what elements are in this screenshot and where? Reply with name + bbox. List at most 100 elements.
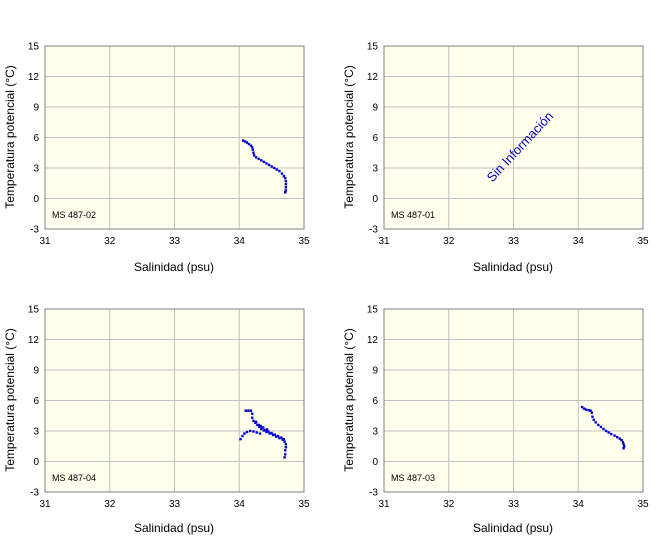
data-point [602,427,605,431]
data-point [284,443,288,446]
data-point [249,409,253,412]
data-point [613,434,616,437]
y-tick-label: -3 [369,225,378,236]
chart-panel-ms-487-02: 31 32 33 34 35 -3 0 3 6 9 12 15 MS 487-02 Salinidad … [0,0,334,275]
data-point [252,419,255,423]
data-point [244,409,247,412]
data-point [618,437,621,440]
data-point [284,180,288,183]
y-tick-label: 3 [33,427,39,438]
data-point [622,443,625,446]
data-point [281,438,284,441]
data-point [270,431,273,435]
data-point [265,162,268,165]
x-tick-label: 33 [169,236,181,247]
y-axis-title: Temperatura potencial (°C) [342,328,356,472]
data-point [610,432,613,436]
data-point [251,145,254,149]
data-point [254,420,258,424]
data-point [260,159,263,162]
station-label: MS 487-03 [391,473,435,483]
x-tick-label: 35 [637,236,649,247]
data-point [597,423,600,427]
y-tick-label: 6 [33,133,39,144]
x-tick-label: 35 [298,236,310,247]
data-point [599,425,603,429]
chart-panel-ms-487-04: 31 32 33 34 35 -3 0 3 6 9 12 15 MS 487-04 Salinidad … [0,263,334,536]
data-point [251,148,255,151]
data-point [265,430,268,434]
data-point [249,144,253,147]
x-axis-title: Salinidad (psu) [134,521,215,535]
data-point [283,456,286,459]
y-tick-label: 12 [367,72,379,83]
data-point [584,408,588,411]
y-tick-label: 0 [372,194,378,205]
data-point [271,433,275,437]
data-point [262,160,266,164]
data-point [243,140,247,143]
data-point [255,431,258,434]
data-point [257,423,260,427]
data-point [280,436,283,439]
y-tick-label: 0 [33,457,39,468]
data-point [267,430,270,433]
data-point [589,409,592,412]
x-tick-label: 31 [378,236,390,247]
x-tick-label: 34 [573,236,585,247]
chart-panel-ms-487-01: 31 32 33 34 35 -3 0 3 6 9 12 15 MS 487-01 Sin Informa… [339,0,669,275]
data-point [262,429,266,432]
plot-border [44,308,305,493]
data-point [273,433,277,436]
plot-border [383,45,644,230]
x-tick-label: 33 [508,499,520,510]
data-point [604,429,608,433]
y-tick-label: 0 [372,457,378,468]
y-axis-title: Temperatura potencial (°C) [3,328,17,472]
data-point [280,172,284,175]
data-point [251,416,254,419]
data-point [615,435,619,439]
y-tick-label: -3 [369,488,378,499]
y-tick-label: 9 [33,103,39,114]
x-tick-label: 32 [104,236,116,247]
data-point [258,432,262,435]
data-point [594,421,597,424]
data-point [252,151,255,154]
chart-plot-area: 31 32 33 34 35 -3 0 3 6 9 12 15 MS 487-02 [28,42,310,248]
station-label: MS 487-04 [52,473,96,483]
data-point [591,415,594,418]
data-point [243,432,246,435]
y-tick-label: 3 [33,164,39,175]
x-tick-label: 34 [573,499,585,510]
data-point [259,424,262,428]
chart-plot-area: 31 32 33 34 35 -3 0 3 6 9 12 15 MS 487-03 [367,305,649,511]
x-tick-label: 33 [508,236,520,247]
data-point [623,445,626,448]
plot-border [44,45,305,230]
data-point [247,142,251,146]
data-point [284,176,287,180]
data-point [257,157,260,161]
data-point [262,426,265,429]
data-point [284,191,287,194]
data-point [241,139,245,142]
data-point [273,166,276,170]
y-tick-label: 6 [33,396,39,407]
data-point [621,440,625,444]
x-tick-label: 34 [234,236,246,247]
data-point [274,435,278,438]
data-point [252,430,255,433]
chart-panel-ms-487-03: 31 32 33 34 35 -3 0 3 6 9 12 15 MS 487-03 Salinidad … [339,263,669,536]
data-point [275,168,279,171]
x-tick-label: 35 [637,499,649,510]
y-tick-label: 15 [367,305,379,316]
data-point [284,186,288,189]
data-point [284,183,288,186]
y-tick-label: 15 [28,42,40,53]
data-point [590,411,594,414]
y-tick-label: 9 [372,103,378,114]
data-point [284,446,288,449]
